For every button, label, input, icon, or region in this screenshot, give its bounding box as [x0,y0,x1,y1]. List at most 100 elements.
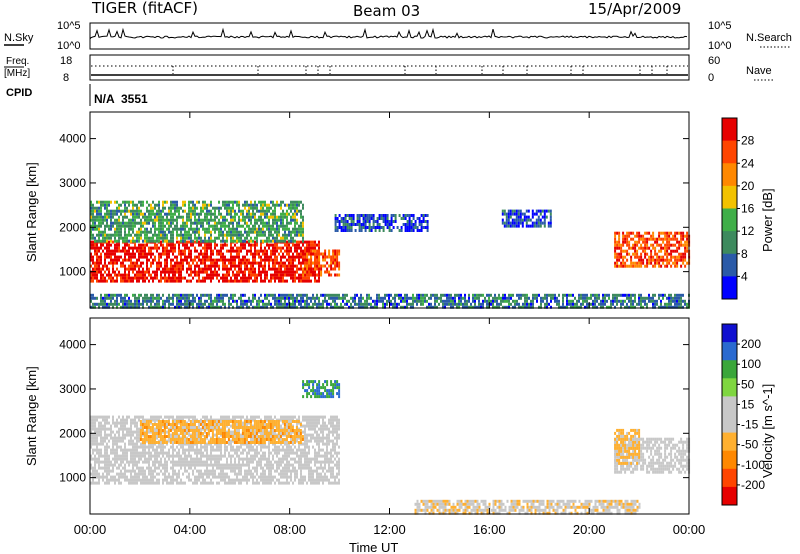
echo-cell [92,276,94,280]
echo-cell [254,258,256,262]
echo-cell [238,258,240,262]
echo-cell [478,305,480,309]
echo-cell [676,231,679,235]
echo-cell [262,218,264,222]
echo-cell [258,270,260,274]
echo-cell [152,415,154,419]
echo-cell [384,220,387,223]
echo-cell [148,451,150,455]
echo-cell [118,427,120,431]
echo-cell [208,296,210,300]
echo-cell [554,299,556,303]
echo-cell [230,215,232,219]
echo-cell [428,305,430,309]
echo-cell [158,203,160,207]
echo-cell [148,273,150,277]
echo-cell [362,217,365,220]
echo-cell [168,276,170,280]
echo-cell [196,227,198,231]
echo-cell [168,481,170,485]
echo-cell [302,203,304,207]
echo-cell [640,237,643,241]
echo-cell [232,206,234,210]
echo-cell [176,230,178,234]
echo-cell [266,258,268,262]
echo-cell [300,246,302,250]
echo-cell [412,217,415,220]
echo-cell [398,293,400,297]
echo-cell [260,255,262,259]
echo-cell [546,293,548,297]
echo-cell [511,209,514,213]
echo-cell [248,209,250,213]
echo-cell [680,296,682,300]
echo-cell [350,217,353,220]
echo-cell [668,293,670,297]
echo-cell [260,249,262,253]
echo-cell [392,305,394,309]
echo-cell [138,296,140,300]
echo-cell [108,267,110,271]
echo-cell [192,296,194,300]
echo-cell [188,299,190,303]
echo-cell [440,293,442,297]
echo-cell [420,229,423,232]
echo-cell [234,218,236,222]
echo-cell [128,279,130,283]
echo-cell [616,299,618,303]
echo-cell [570,305,572,309]
echo-cell [382,214,385,217]
echo-cell [464,293,466,297]
echo-cell [116,302,118,306]
echo-cell [104,246,106,250]
echo-cell [222,218,224,222]
echo-cell [674,302,676,306]
echo-cell [188,293,190,297]
echo-cell [208,293,210,297]
echo-cell [148,469,150,473]
echo-cell [598,296,600,300]
echo-cell [418,220,421,223]
echo-cell [170,270,172,274]
echo-cell [282,246,284,250]
echo-cell [254,203,256,207]
echo-cell [218,212,220,216]
echo-cell [110,463,112,467]
echo-cell [100,460,102,464]
echo-cell [511,224,514,228]
echo-cell [136,258,138,262]
echo-cell [234,233,236,237]
nave-dips [172,66,668,74]
echo-cell [152,454,154,458]
echo-cell [521,212,524,216]
echo-cell [652,237,655,241]
echo-cell [620,246,623,250]
echo-cell [130,469,132,473]
echo-cell [154,230,156,234]
echo-cell [112,276,114,280]
echo-cell [622,234,625,238]
echo-cell [110,218,112,222]
echo-cell [298,258,300,262]
echo-cell [286,209,288,213]
echo-cell [256,243,258,247]
echo-cell [166,451,168,455]
echo-cell [280,206,282,210]
echo-cell [230,264,232,268]
echo-cell [128,273,130,277]
echo-cell [166,264,168,268]
echo-cell [164,302,166,306]
echo-cell [294,258,296,262]
echo-cell [278,273,280,277]
echo-cell [120,276,122,280]
echo-cell [268,221,270,225]
echo-cell [116,445,118,449]
echo-cell [154,233,156,237]
echo-cell [504,299,506,303]
echo-cell [136,445,138,449]
echo-cell [314,264,317,268]
echo-cell [92,415,94,419]
echo-cell [208,230,210,234]
echo-cell [290,255,292,259]
echo-cell [162,218,164,222]
